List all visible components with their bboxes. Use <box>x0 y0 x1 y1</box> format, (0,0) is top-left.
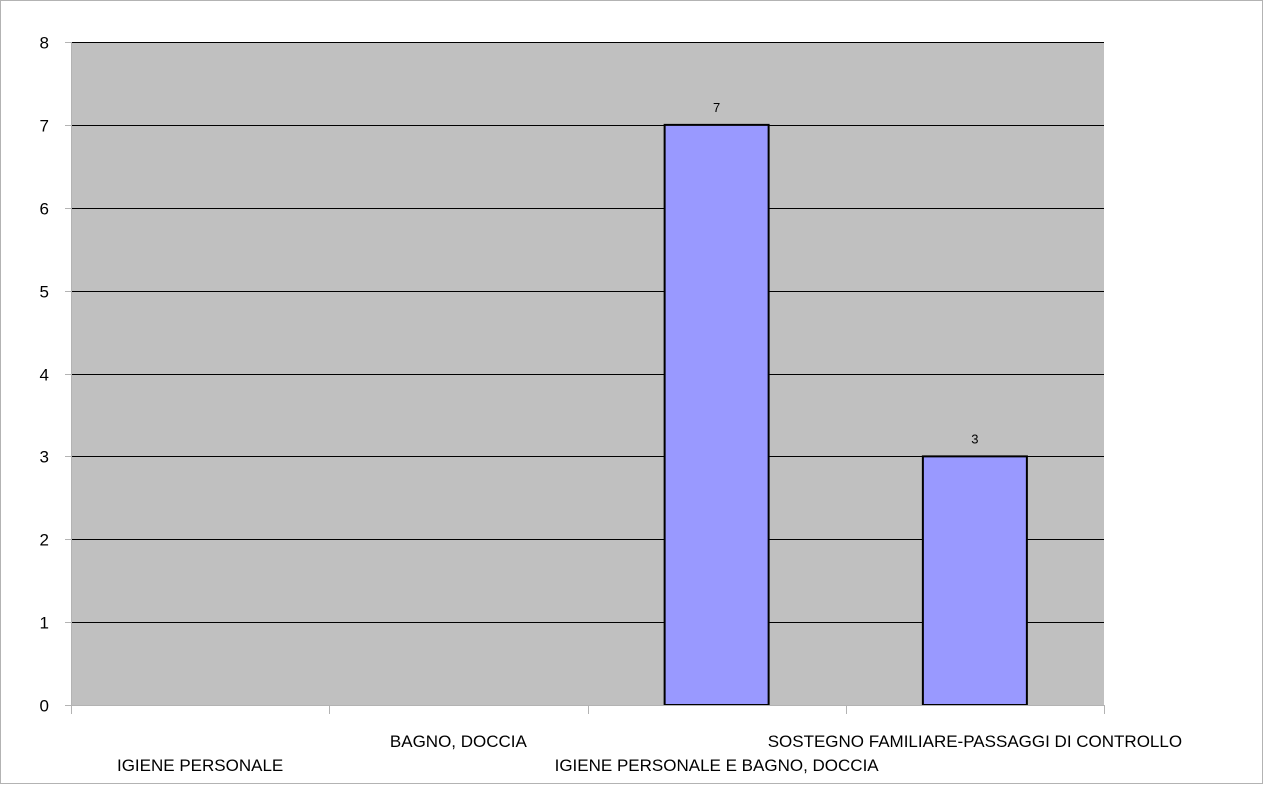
y-tick-label: 0 <box>40 697 49 716</box>
y-tick-label: 3 <box>40 448 49 467</box>
x-category-label-0: IGIENE PERSONALE <box>117 756 283 775</box>
labels: 0 1 2 3 4 5 6 7 8 7 3 IGIENE PERSONALE BAGNO, DOCCIA… <box>40 34 1183 776</box>
data-label-3: 3 <box>971 431 978 446</box>
data-label-2: 7 <box>713 100 720 115</box>
bars <box>663 123 1028 706</box>
x-category-label-1: BAGNO, DOCCIA <box>390 732 528 751</box>
x-category-label-3: SOSTEGNO FAMILIARE-PASSAGGI DI CONTROLLO <box>768 732 1182 751</box>
bar-3 <box>921 455 1028 706</box>
y-tick-label: 2 <box>40 531 49 550</box>
axes <box>65 42 1105 714</box>
bar-2 <box>663 123 770 706</box>
y-tick-label: 1 <box>40 614 49 633</box>
y-tick-label: 8 <box>40 34 49 53</box>
y-tick-label: 7 <box>40 117 49 136</box>
y-tick-label: 6 <box>40 200 49 219</box>
y-tick-label: 5 <box>40 283 49 302</box>
y-tick-label: 4 <box>40 366 49 385</box>
x-category-label-2: IGIENE PERSONALE E BAGNO, DOCCIA <box>555 756 880 775</box>
